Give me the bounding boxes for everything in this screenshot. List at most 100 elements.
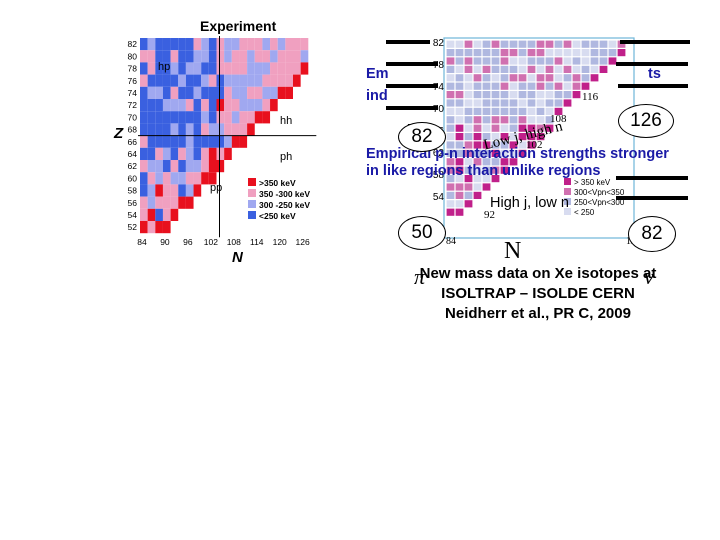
heatmap-cell: [500, 124, 509, 132]
heatmap-cell: [185, 172, 194, 185]
heatmap-cell: [572, 65, 581, 73]
heatmap-cell: [500, 82, 509, 90]
y-tick-label: 70: [433, 104, 445, 115]
heatmap-cell: [178, 86, 186, 99]
heatmap-cell: [464, 116, 473, 124]
heatmap-cell: [473, 191, 482, 199]
heatmap-cell: [446, 158, 455, 166]
heatmap-cell: [140, 208, 148, 221]
heatmap-cell: [518, 124, 527, 132]
heatmap-cell: [155, 38, 163, 51]
heatmap-cell: [455, 91, 464, 99]
heatmap-cell: [193, 62, 202, 75]
heatmap-cell: [545, 65, 554, 73]
y-tick-label: 52: [128, 222, 138, 232]
heatmap-cell: [285, 38, 293, 51]
heatmap-cell: [509, 82, 518, 90]
heatmap-cell: [178, 196, 186, 209]
heatmap-cell: [545, 99, 554, 107]
heatmap-cell: [285, 74, 293, 87]
heatmap-cell: [563, 91, 572, 99]
heatmap-cell: [500, 141, 509, 149]
heatmap-cell: [155, 86, 163, 99]
heatmap-cell: [178, 111, 186, 124]
heatmap-cell: [270, 38, 278, 51]
heatmap-cell: [193, 50, 202, 63]
heatmap-cell: [509, 158, 518, 166]
heatmap-cell: [147, 86, 156, 99]
heatmap-cell: [563, 49, 572, 57]
legend-swatch: [564, 198, 571, 205]
y-tick-label: 78: [128, 64, 138, 74]
heatmap-cell: [178, 172, 186, 185]
heatmap-cell: [455, 82, 464, 90]
heatmap-cell: [201, 99, 209, 112]
heatmap-cell: [482, 49, 491, 57]
heatmap-cell: [482, 166, 491, 174]
heatmap-cell: [446, 116, 455, 124]
heatmap-cell: [208, 38, 217, 51]
heatmap-cell: [239, 99, 248, 112]
mask-bar: [620, 40, 690, 44]
heatmap-cell: [464, 99, 473, 107]
heatmap-cell: [216, 38, 225, 51]
heatmap-cell: [509, 107, 518, 115]
region-label-hp: hp: [158, 61, 170, 73]
pi-symbol: π: [414, 264, 426, 289]
heatmap-cell: [247, 62, 255, 75]
y-tick-label: 58: [433, 170, 445, 181]
heatmap-cell: [590, 49, 599, 57]
heatmap-cell: [518, 74, 527, 82]
heatmap-cell: [293, 50, 301, 63]
heatmap-cell: [155, 62, 163, 75]
heatmap-cell: [491, 57, 500, 65]
heatmap-cell: [536, 116, 545, 124]
heatmap-cell: [527, 91, 536, 99]
heatmap-cell: [170, 99, 179, 112]
heatmap-cell: [262, 111, 271, 124]
heatmap-cell: [446, 57, 455, 65]
heatmap-cell: [147, 50, 156, 63]
heatmap-cell: [224, 123, 232, 136]
heatmap-cell: [473, 91, 482, 99]
heatmap-cell: [527, 99, 536, 107]
heatmap-cell: [572, 57, 581, 65]
heatmap-cell: [455, 40, 464, 48]
heatmap-cell: [446, 107, 455, 115]
heatmap-cell: [563, 82, 572, 90]
heatmap-cell: [581, 74, 590, 82]
mask-bar: [386, 40, 430, 44]
heatmap-cell: [254, 99, 263, 112]
heatmap-cell: [527, 133, 536, 141]
heatmap-cell: [270, 86, 278, 99]
heatmap-cell: [527, 74, 536, 82]
heatmap-cell: [446, 191, 455, 199]
heatmap-cell: [473, 183, 482, 191]
heatmap-cell: [491, 107, 500, 115]
heatmap-cell: [185, 123, 194, 136]
heatmap-cell: [216, 99, 225, 112]
heatmap-cell: [464, 65, 473, 73]
heatmap-cell: [216, 123, 225, 136]
heatmap-cell: [464, 149, 473, 157]
heatmap-cell: [464, 158, 473, 166]
heatmap-cell: [201, 135, 209, 148]
heatmap-cell: [446, 183, 455, 191]
y-tick-label: 62: [433, 148, 445, 159]
heatmap-cell: [208, 147, 217, 160]
y-tick-label: 64: [128, 149, 138, 159]
heatmap-cell: [599, 65, 608, 73]
heatmap-cell: [185, 62, 194, 75]
heatmap-cell: [185, 50, 194, 63]
heatmap-cell: [208, 86, 217, 99]
oval-n82: 82: [628, 216, 676, 252]
heatmap-cell: [500, 49, 509, 57]
heatmap-cell: [482, 91, 491, 99]
mask-bar: [616, 176, 688, 180]
heatmap-cell: [162, 38, 171, 51]
heatmap-cell: [500, 107, 509, 115]
legend-label: 250<Vpn<300: [574, 198, 625, 207]
heatmap-cell: [545, 40, 554, 48]
heatmap-cell: [464, 191, 473, 199]
heatmap-cell: [455, 74, 464, 82]
